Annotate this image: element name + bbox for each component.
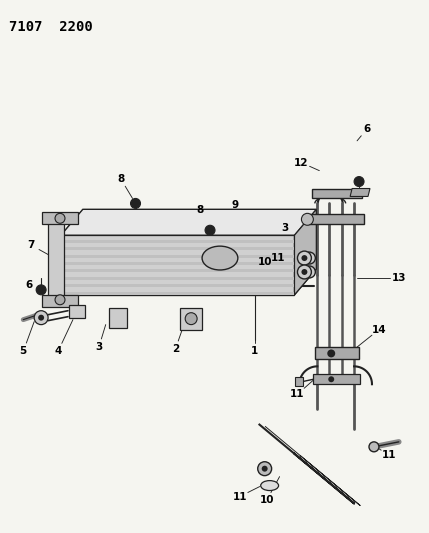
Ellipse shape [302, 213, 313, 225]
Text: 3: 3 [281, 223, 288, 233]
Text: 6: 6 [26, 280, 33, 290]
Bar [109, 308, 127, 328]
Ellipse shape [185, 313, 197, 325]
Text: 7107  2200: 7107 2200 [9, 20, 93, 34]
Ellipse shape [130, 198, 140, 208]
Text: 10: 10 [257, 257, 272, 267]
Ellipse shape [258, 462, 272, 475]
Ellipse shape [55, 213, 65, 223]
Ellipse shape [202, 246, 238, 270]
Polygon shape [294, 209, 316, 295]
Text: 7: 7 [27, 240, 35, 250]
Polygon shape [61, 247, 294, 250]
Polygon shape [61, 292, 294, 295]
Ellipse shape [34, 311, 48, 325]
Polygon shape [315, 348, 359, 359]
Text: 13: 13 [392, 273, 406, 283]
Polygon shape [312, 189, 362, 198]
Ellipse shape [303, 252, 315, 264]
Text: 11: 11 [233, 491, 247, 502]
Polygon shape [48, 219, 64, 305]
Ellipse shape [369, 442, 379, 452]
Ellipse shape [262, 466, 268, 472]
Text: 11: 11 [270, 253, 285, 263]
Ellipse shape [205, 225, 215, 235]
Text: 14: 14 [372, 325, 386, 335]
Polygon shape [61, 262, 294, 265]
Polygon shape [313, 374, 360, 384]
Polygon shape [61, 235, 294, 295]
Ellipse shape [327, 350, 335, 358]
Text: 2: 2 [172, 344, 179, 354]
Text: 11: 11 [382, 450, 396, 460]
Text: 5: 5 [20, 346, 27, 357]
Ellipse shape [261, 481, 278, 490]
Polygon shape [350, 189, 370, 197]
Polygon shape [69, 305, 85, 318]
Polygon shape [61, 240, 294, 243]
Text: 12: 12 [294, 158, 309, 168]
Ellipse shape [38, 314, 44, 321]
Polygon shape [61, 277, 294, 280]
Text: 8: 8 [117, 174, 124, 183]
Polygon shape [309, 214, 364, 224]
Text: 10: 10 [260, 496, 274, 505]
Ellipse shape [55, 295, 65, 305]
Text: 1: 1 [251, 346, 258, 357]
Text: 3: 3 [95, 343, 103, 352]
Ellipse shape [354, 176, 364, 187]
Polygon shape [61, 209, 316, 235]
Text: 11: 11 [290, 389, 305, 399]
Ellipse shape [303, 266, 315, 278]
Polygon shape [42, 212, 78, 224]
Text: 8: 8 [196, 205, 204, 215]
Polygon shape [42, 295, 78, 306]
Ellipse shape [302, 255, 308, 261]
Ellipse shape [297, 251, 311, 265]
Text: 4: 4 [54, 346, 62, 357]
Bar [180, 308, 202, 329]
Text: 9: 9 [231, 200, 239, 211]
Polygon shape [61, 270, 294, 272]
Polygon shape [61, 255, 294, 257]
Text: 6: 6 [363, 124, 371, 134]
Ellipse shape [328, 376, 334, 382]
Polygon shape [296, 377, 303, 386]
Ellipse shape [297, 265, 311, 279]
Polygon shape [61, 285, 294, 287]
Ellipse shape [302, 269, 308, 275]
Ellipse shape [36, 285, 46, 295]
